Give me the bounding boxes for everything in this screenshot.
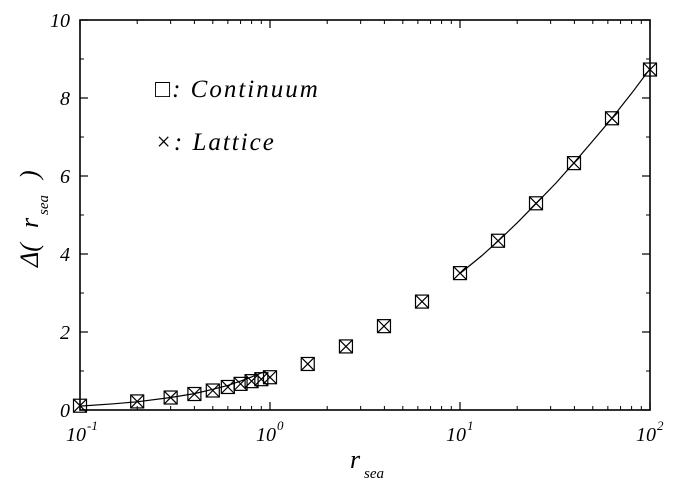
- lattice-cross-marker: [254, 372, 269, 387]
- lattice-cross-marker: [163, 390, 178, 405]
- continuum-square-marker: [187, 386, 202, 402]
- continuum-square-marker: [566, 156, 582, 171]
- fit-curves: [79, 68, 651, 407]
- continuum-square-marker: [300, 356, 315, 372]
- y-tick-label: 6: [60, 166, 70, 188]
- continuum-square-marker: [205, 383, 220, 398]
- lattice-cross-marker: [339, 339, 353, 354]
- fit-curve: [79, 370, 267, 407]
- lattice-cross-marker: [233, 376, 248, 391]
- continuum-square-marker: [233, 376, 248, 391]
- y-axis-label-suffix: ): [15, 170, 44, 181]
- legend-square-entry: □: Continuum: [155, 76, 320, 103]
- lattice-cross-marker: [605, 111, 619, 126]
- lattice-cross-marker: [415, 294, 429, 309]
- y-axis-label: Δ( r sea ): [15, 170, 52, 268]
- lattice-cross-marker: [73, 398, 87, 413]
- lattice-cross-marker: [567, 156, 581, 171]
- data-markers: [72, 62, 658, 413]
- y-tick-label: 0: [60, 400, 70, 422]
- y-axis-label-sub: sea: [36, 195, 52, 215]
- lattice-cross-marker: [643, 62, 657, 77]
- y-tick-label: 10: [50, 10, 70, 32]
- lattice-cross-marker: [187, 387, 202, 401]
- x-tick-label-exp: -1: [87, 418, 98, 433]
- y-axis-label-var: r: [15, 217, 44, 228]
- lattice-cross-marker: [263, 370, 277, 385]
- x-tick-label-base: 10: [66, 424, 86, 446]
- y-axis-label-prefix: Δ(: [15, 242, 44, 268]
- continuum-square-marker: [604, 111, 620, 126]
- lattice-cross-marker: [300, 357, 315, 371]
- x-axis-label-main: r: [350, 445, 361, 474]
- legend-cross-entry: ×: Lattice: [155, 129, 276, 156]
- continuum-square-marker: [414, 294, 430, 309]
- x-tick-label-base: 10: [636, 424, 656, 446]
- y-tick-label: 8: [60, 88, 70, 110]
- continuum-square-marker: [376, 319, 392, 334]
- continuum-square-marker: [490, 233, 506, 248]
- y-tick-label: 4: [60, 244, 70, 266]
- lattice-cross-marker: [453, 266, 467, 281]
- legend: □: Continuum ×: Lattice: [155, 76, 320, 156]
- continuum-square-marker: [452, 266, 468, 281]
- lattice-cross-marker: [130, 394, 145, 409]
- continuum-square-marker: [72, 398, 88, 413]
- lattice-cross-marker: [220, 380, 235, 394]
- x-tick-label-exp: 0: [277, 418, 284, 433]
- x-axis-label: r sea: [350, 445, 384, 482]
- continuum-square-marker: [244, 374, 259, 389]
- lattice-cross-marker: [529, 196, 543, 211]
- continuum-square-marker: [642, 62, 658, 77]
- lattice-cross-marker: [377, 319, 391, 334]
- x-tick-label-exp: 1: [467, 418, 474, 433]
- x-axis-label-sub: sea: [364, 466, 384, 482]
- continuum-square-marker: [163, 390, 178, 405]
- lattice-cross-marker: [205, 383, 220, 398]
- lattice-cross-marker: [244, 374, 259, 389]
- x-tick-label-base: 10: [256, 424, 276, 446]
- fit-curve: [459, 68, 651, 274]
- x-tick-label-base: 10: [446, 424, 466, 446]
- continuum-square-marker: [528, 196, 544, 211]
- continuum-square-marker: [130, 394, 145, 409]
- continuum-square-marker: [338, 339, 354, 354]
- y-tick-label: 2: [60, 322, 70, 344]
- x-tick-label-exp: 2: [657, 418, 664, 433]
- lattice-cross-marker: [491, 233, 505, 248]
